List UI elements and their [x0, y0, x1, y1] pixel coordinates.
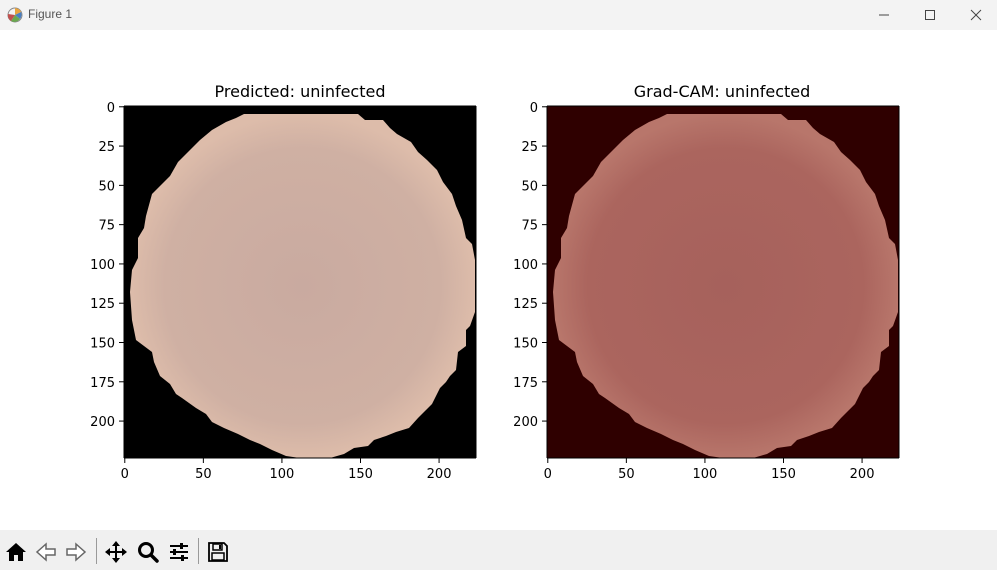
y-tick-label: 125	[513, 297, 538, 312]
home-icon	[6, 543, 26, 561]
x-tick-label: 150	[771, 467, 796, 482]
y-tick-label: 175	[513, 376, 538, 391]
minimize-button[interactable]	[861, 0, 907, 30]
x-tick-label: 0	[544, 467, 552, 482]
matplotlib-logo-icon	[6, 6, 24, 24]
x-tick-label: 100	[270, 467, 295, 482]
window-title: Figure 1	[28, 7, 73, 21]
y-tick-label: 200	[90, 415, 115, 430]
y-tick-label: 100	[90, 258, 115, 273]
configure-subplots-button[interactable]	[165, 538, 193, 566]
forward-button[interactable]	[62, 538, 90, 566]
x-tick-label: 50	[195, 467, 212, 482]
toolbar-separator	[96, 538, 97, 564]
plot-title: Grad-CAM: uninfected	[634, 82, 811, 101]
close-button[interactable]	[953, 0, 997, 30]
x-tick-label: 50	[618, 467, 635, 482]
zoom-button[interactable]	[134, 538, 162, 566]
forward-icon	[66, 542, 87, 562]
y-tick-label: 0	[107, 101, 115, 116]
y-tick-label: 75	[98, 219, 115, 234]
toolbar-separator	[198, 538, 199, 564]
figure-canvas[interactable]: Predicted: uninfected 0 50 100 150 200 0 25 50…	[0, 30, 997, 530]
close-icon	[970, 9, 982, 21]
x-tick-label: 0	[121, 467, 129, 482]
back-button[interactable]	[32, 538, 60, 566]
x-tick-label: 200	[850, 467, 875, 482]
y-tick-label: 50	[521, 179, 538, 194]
y-tick-label: 25	[521, 140, 538, 155]
y-tick-label: 150	[513, 337, 538, 352]
configure-subplots-icon	[170, 543, 188, 561]
y-tick-label: 50	[98, 179, 115, 194]
y-tick-label: 175	[90, 376, 115, 391]
cell-image	[130, 114, 475, 458]
y-tick-label: 75	[521, 219, 538, 234]
plot-title: Predicted: uninfected	[215, 82, 386, 101]
pan-icon	[105, 541, 127, 563]
plot-gradcam: Grad-CAM: uninfected 0 50 100 150 200 0 25 50 7…	[513, 82, 900, 482]
y-tick-label: 0	[530, 101, 538, 116]
maximize-icon	[925, 10, 935, 20]
maximize-button[interactable]	[907, 0, 953, 30]
navigation-toolbar	[0, 530, 997, 570]
y-tick-label: 100	[513, 258, 538, 273]
x-tick-label: 150	[348, 467, 373, 482]
y-tick-label: 150	[90, 337, 115, 352]
cell-heatmap	[553, 114, 898, 458]
x-tick-label: 200	[427, 467, 452, 482]
back-icon	[35, 542, 56, 562]
home-button[interactable]	[2, 538, 30, 566]
pan-button[interactable]	[102, 538, 130, 566]
minimize-icon	[879, 14, 889, 16]
y-tick-label: 200	[513, 415, 538, 430]
save-icon	[208, 542, 228, 562]
x-tick-label: 100	[693, 467, 718, 482]
save-button[interactable]	[204, 538, 232, 566]
y-tick-label: 25	[98, 140, 115, 155]
zoom-icon	[138, 542, 159, 563]
plot-predicted: Predicted: uninfected 0 50 100 150 200 0 25 50…	[90, 82, 477, 482]
window-titlebar: Figure 1	[0, 0, 997, 30]
y-tick-label: 125	[90, 297, 115, 312]
